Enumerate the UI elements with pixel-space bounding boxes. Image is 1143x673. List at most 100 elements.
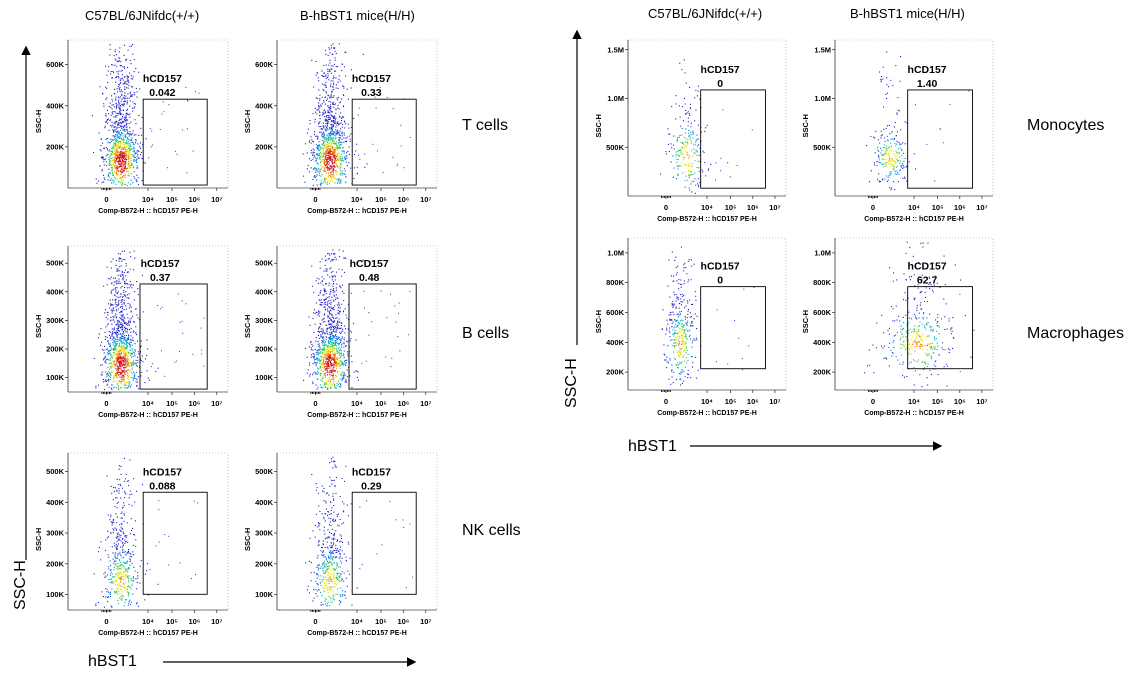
event-dot (334, 149, 336, 151)
event-dot (133, 150, 135, 152)
event-dot (112, 360, 114, 362)
event-dot (128, 156, 130, 158)
event-dot (134, 534, 136, 536)
event-dot (321, 96, 323, 98)
event-dot (111, 370, 113, 372)
event-dot (125, 360, 127, 362)
event-dot (130, 256, 132, 258)
event-dot (336, 358, 338, 360)
event-dot (317, 282, 319, 284)
event-dot (114, 161, 116, 163)
event-dot (324, 170, 326, 172)
event-dot (324, 159, 326, 161)
event-dot (320, 335, 322, 337)
event-dot (123, 151, 125, 153)
event-dot (329, 323, 331, 325)
event-dot (321, 340, 323, 342)
event-dot (324, 179, 326, 181)
event-dot (341, 378, 343, 380)
event-dot (110, 164, 112, 166)
event-dot (334, 59, 336, 61)
event-dot (123, 76, 125, 78)
event-dot (309, 158, 311, 160)
event-dot (339, 365, 341, 367)
event-dot (330, 351, 332, 353)
event-dot (147, 563, 149, 565)
event-dot (111, 153, 113, 155)
event-dot (129, 305, 131, 307)
event-dot (312, 153, 314, 155)
gate-percentage-label: 0.042 (149, 87, 175, 99)
event-dot (117, 536, 119, 538)
event-dot (330, 341, 332, 343)
event-dot (122, 139, 124, 141)
event-dot (330, 165, 332, 167)
event-dot (108, 330, 110, 332)
event-dot (330, 96, 332, 98)
event-dot (115, 141, 117, 143)
event-dot (119, 135, 121, 137)
event-dot (327, 315, 329, 317)
event-dot (340, 361, 342, 363)
event-dot (329, 96, 331, 98)
event-dot (195, 574, 196, 576)
event-dot (130, 157, 132, 159)
event-dot (348, 162, 350, 164)
event-dot (133, 577, 135, 579)
event-dot (108, 351, 110, 353)
event-dot (317, 149, 319, 151)
event-dot (109, 155, 111, 157)
event-dot (337, 65, 339, 67)
event-dot (310, 136, 312, 138)
event-dot (106, 266, 108, 268)
event-dot (328, 137, 330, 139)
event-dot (335, 345, 337, 347)
event-dot (115, 332, 117, 334)
event-dot (321, 154, 323, 156)
event-dot (100, 344, 102, 346)
event-dot (319, 149, 321, 151)
event-dot (111, 581, 113, 583)
event-dot (136, 381, 138, 383)
event-dot (112, 153, 114, 155)
event-dot (103, 181, 105, 183)
event-dot (120, 351, 122, 353)
event-dot (124, 157, 126, 159)
event-dot (334, 176, 336, 178)
event-dot (129, 163, 131, 165)
x-tick-label: 0 (313, 195, 317, 204)
event-dot (318, 122, 320, 124)
event-dot (103, 573, 105, 575)
event-dot (185, 303, 187, 305)
event-dot (317, 386, 319, 388)
event-dot (116, 362, 118, 364)
event-dot (125, 124, 127, 126)
event-dot (116, 105, 118, 107)
event-dot (129, 343, 131, 345)
event-dot (125, 371, 127, 373)
event-dot (117, 586, 119, 588)
event-dot (323, 170, 325, 172)
event-dot (325, 163, 327, 165)
event-dot (327, 105, 329, 107)
event-dot (328, 296, 330, 298)
event-dot (126, 365, 128, 367)
event-dot (329, 383, 331, 385)
event-dot (121, 74, 123, 76)
event-dot (324, 383, 326, 385)
event-dot (117, 319, 119, 321)
event-dot (336, 336, 338, 338)
event-dot (332, 86, 334, 88)
event-dot (314, 118, 316, 120)
event-dot (334, 256, 336, 258)
event-dot (137, 340, 139, 342)
event-dot (115, 156, 117, 158)
event-dot (329, 354, 331, 356)
event-dot (326, 370, 328, 372)
event-dot (145, 138, 147, 140)
event-dot (116, 305, 118, 307)
event-dot (120, 173, 122, 175)
event-dot (122, 66, 124, 68)
event-dot (135, 87, 137, 89)
event-dot (118, 260, 120, 262)
